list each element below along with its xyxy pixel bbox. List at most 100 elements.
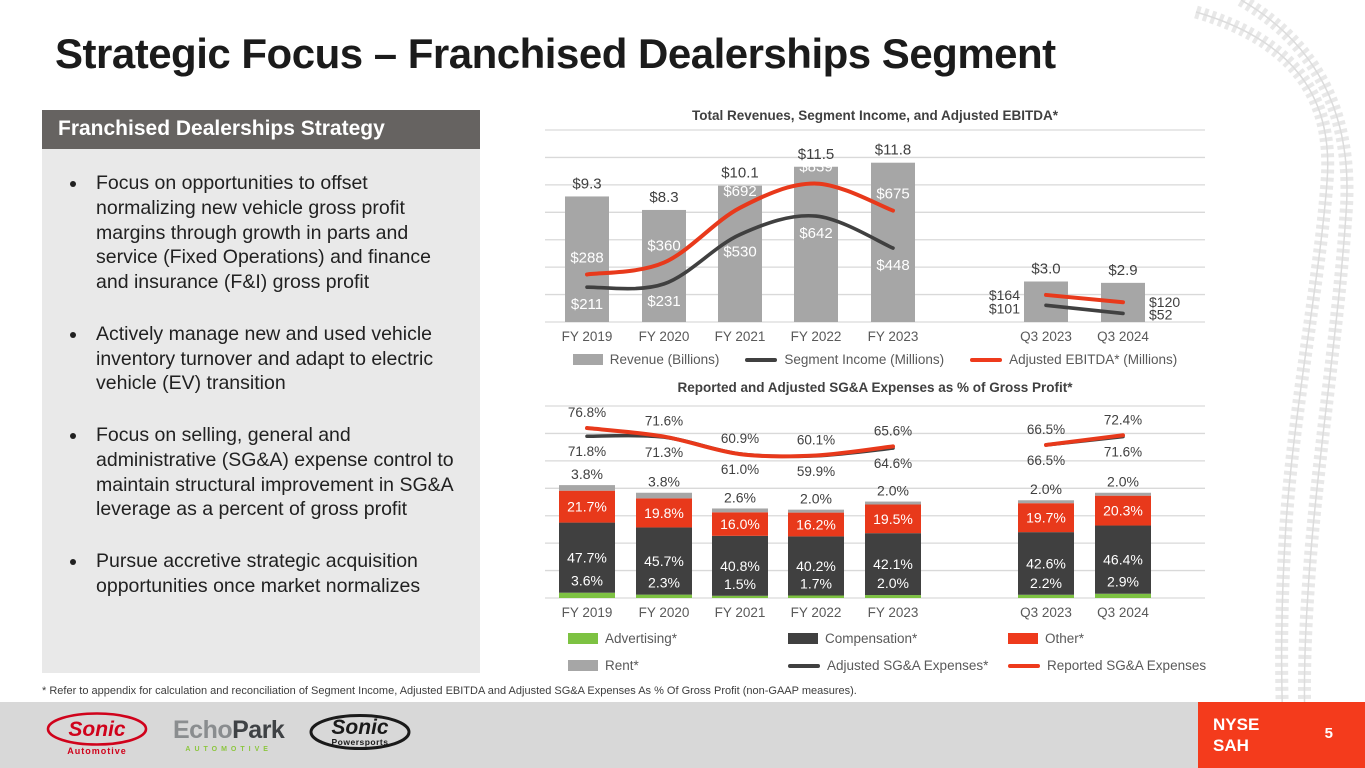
svg-text:$360: $360 bbox=[647, 238, 680, 255]
svg-text:Q3 2024: Q3 2024 bbox=[1097, 329, 1149, 344]
svg-text:1.7%: 1.7% bbox=[800, 576, 832, 592]
legend-label: Rent* bbox=[605, 658, 639, 673]
svg-text:71.6%: 71.6% bbox=[645, 414, 683, 429]
legend-item-compensation: Compensation* bbox=[788, 631, 1008, 646]
legend-label: Adjusted SG&A Expenses* bbox=[827, 658, 989, 673]
svg-text:72.4%: 72.4% bbox=[1104, 412, 1142, 427]
svg-text:$448: $448 bbox=[876, 257, 909, 274]
reported-sga-line-icon bbox=[1008, 663, 1040, 668]
svg-text:$675: $675 bbox=[876, 186, 909, 203]
svg-text:FY 2021: FY 2021 bbox=[715, 605, 766, 620]
ebitda-line-icon bbox=[970, 357, 1003, 362]
legend-label: Revenue (Billions) bbox=[609, 352, 720, 367]
svg-text:$2.9: $2.9 bbox=[1108, 262, 1137, 279]
svg-text:$101: $101 bbox=[989, 300, 1020, 316]
rent-swatch-icon bbox=[568, 660, 598, 671]
svg-text:60.1%: 60.1% bbox=[797, 432, 835, 447]
legend-item-segment-income: Segment Income (Millions) bbox=[745, 352, 944, 367]
sonic-automotive-subtext: Automotive bbox=[67, 746, 127, 756]
svg-text:$692: $692 bbox=[723, 183, 756, 200]
svg-text:FY 2023: FY 2023 bbox=[868, 329, 919, 344]
svg-text:71.3%: 71.3% bbox=[645, 445, 683, 460]
svg-text:$211: $211 bbox=[571, 296, 603, 313]
svg-text:2.6%: 2.6% bbox=[724, 489, 756, 505]
svg-text:FY 2020: FY 2020 bbox=[639, 605, 690, 620]
logo-row: Sonic Automotive EchoPark AUTOMOTIVE Son… bbox=[45, 702, 412, 768]
echopark-logo: EchoPark AUTOMOTIVE bbox=[173, 717, 285, 753]
svg-text:FY 2021: FY 2021 bbox=[715, 329, 766, 344]
sonic-automotive-wordmark: Sonic bbox=[68, 718, 125, 741]
svg-text:$642: $642 bbox=[799, 225, 832, 242]
legend-item-adjusted-ebitda: Adjusted EBITDA* (Millions) bbox=[970, 352, 1177, 367]
svg-text:40.2%: 40.2% bbox=[796, 558, 836, 574]
svg-text:61.0%: 61.0% bbox=[721, 462, 759, 477]
svg-text:3.6%: 3.6% bbox=[571, 573, 603, 589]
legend-label: Adjusted EBITDA* (Millions) bbox=[1009, 352, 1178, 367]
svg-text:Q3 2024: Q3 2024 bbox=[1097, 605, 1149, 620]
strategy-bullet: Focus on opportunities to offset normali… bbox=[88, 171, 462, 295]
strategy-bullet: Pursue accretive strategic acquisition o… bbox=[88, 549, 462, 599]
svg-text:$52: $52 bbox=[1149, 306, 1173, 322]
svg-text:Q3 2023: Q3 2023 bbox=[1020, 605, 1072, 620]
svg-text:42.6%: 42.6% bbox=[1026, 555, 1066, 571]
svg-text:$11.8: $11.8 bbox=[875, 142, 911, 159]
revenue-ebitda-chart: $9.3 $8.3 $10.1 $11.5 $11.8 $3.0 $2.9 FY 2019 FY… bbox=[545, 129, 1205, 344]
svg-text:$530: $530 bbox=[723, 244, 756, 261]
svg-text:2.0%: 2.0% bbox=[877, 575, 909, 591]
svg-text:76.8%: 76.8% bbox=[568, 405, 606, 420]
adjusted-sga-line-icon bbox=[788, 663, 820, 668]
advertising-swatch-icon bbox=[568, 633, 598, 644]
sonic-automotive-logo: Sonic Automotive bbox=[46, 712, 148, 756]
legend-label: Compensation* bbox=[825, 631, 918, 646]
svg-text:21.7%: 21.7% bbox=[567, 499, 607, 515]
svg-text:FY 2022: FY 2022 bbox=[791, 605, 842, 620]
legend-item-advertising: Advertising* bbox=[568, 631, 788, 646]
svg-text:2.3%: 2.3% bbox=[648, 575, 680, 591]
strategy-panel-header: Franchised Dealerships Strategy bbox=[42, 110, 480, 149]
svg-text:71.6%: 71.6% bbox=[1104, 445, 1142, 460]
svg-text:$9.3: $9.3 bbox=[572, 175, 601, 192]
legend-revenue-chart: Revenue (Billions) Segment Income (Milli… bbox=[545, 352, 1205, 367]
svg-text:60.9%: 60.9% bbox=[721, 431, 759, 446]
sonic-powersports-subtext: Powersports bbox=[332, 737, 389, 747]
svg-text:2.0%: 2.0% bbox=[1030, 481, 1062, 497]
svg-text:$3.0: $3.0 bbox=[1031, 261, 1060, 278]
svg-text:3.8%: 3.8% bbox=[571, 466, 603, 482]
svg-text:19.5%: 19.5% bbox=[873, 511, 913, 527]
chart-title-revenue: Total Revenues, Segment Income, and Adju… bbox=[691, 108, 1059, 123]
svg-text:16.0%: 16.0% bbox=[720, 516, 760, 532]
chart-title-sga: Reported and Adjusted SG&A Expenses as %… bbox=[677, 380, 1073, 395]
svg-text:$11.5: $11.5 bbox=[798, 146, 834, 163]
echopark-subtext: AUTOMOTIVE bbox=[185, 745, 272, 753]
footnote: * Refer to appendix for calculation and … bbox=[42, 685, 857, 697]
svg-text:$10.1: $10.1 bbox=[721, 165, 759, 182]
svg-text:19.7%: 19.7% bbox=[1026, 510, 1066, 526]
svg-text:2.0%: 2.0% bbox=[877, 483, 909, 499]
svg-text:64.6%: 64.6% bbox=[874, 456, 912, 471]
strategy-bullet: Focus on selling, general and administra… bbox=[88, 423, 462, 522]
svg-text:65.6%: 65.6% bbox=[874, 423, 912, 438]
ticker-text: NYSE SAH bbox=[1213, 714, 1259, 757]
legend-label: Other* bbox=[1045, 631, 1085, 646]
svg-text:47.7%: 47.7% bbox=[567, 550, 607, 566]
svg-text:FY 2019: FY 2019 bbox=[562, 605, 613, 620]
legend-sga-chart: Advertising* Compensation* Other* Rent* … bbox=[568, 631, 1206, 673]
ticker-exchange: NYSE bbox=[1213, 714, 1260, 734]
svg-text:3.8%: 3.8% bbox=[648, 474, 680, 490]
svg-text:71.8%: 71.8% bbox=[568, 444, 606, 459]
svg-text:FY 2020: FY 2020 bbox=[639, 329, 690, 344]
legend-item-other: Other* bbox=[1008, 631, 1206, 646]
svg-text:42.1%: 42.1% bbox=[873, 556, 913, 572]
legend-label: Segment Income (Millions) bbox=[784, 352, 945, 367]
sonic-powersports-wordmark: Sonic bbox=[332, 716, 389, 739]
svg-text:FY 2022: FY 2022 bbox=[791, 329, 842, 344]
strategy-panel-body: Focus on opportunities to offset normali… bbox=[42, 149, 480, 673]
compensation-swatch-icon bbox=[788, 633, 818, 644]
sga-expenses-chart: 3.6% 47.7% 21.7% 3.8% FY 2019 2.3% 45.7% 19.8% 3… bbox=[545, 405, 1205, 620]
svg-text:2.0%: 2.0% bbox=[800, 491, 832, 507]
legend-item-reported-sga: Reported SG&A Expenses bbox=[1008, 658, 1206, 673]
legend-item-adjusted-sga: Adjusted SG&A Expenses* bbox=[788, 658, 1008, 673]
svg-text:$164: $164 bbox=[989, 287, 1020, 303]
